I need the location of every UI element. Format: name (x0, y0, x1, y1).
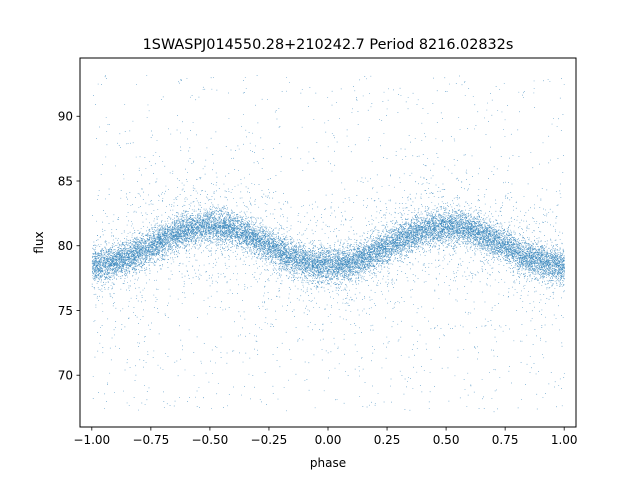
x-tick-label: −0.50 (192, 433, 229, 447)
y-tick-label: 70 (58, 369, 73, 383)
x-tick-label: 0.00 (315, 433, 342, 447)
y-tick-label: 80 (58, 239, 73, 253)
y-tick-label: 90 (58, 110, 73, 124)
y-axis-ticks: 70 75 80 85 90 (58, 110, 80, 383)
x-tick-label: −1.00 (73, 433, 110, 447)
x-tick-label: 0.25 (374, 433, 401, 447)
scatter-point-cloud (91, 75, 565, 413)
x-axis-title: phase (310, 456, 346, 470)
y-tick-label: 85 (58, 174, 73, 188)
x-axis-ticks: −1.00 −0.75 −0.50 −0.25 0.00 0.25 0.50 0.75 1.00 (73, 427, 578, 447)
scatter-points (91, 75, 565, 413)
x-tick-label: −0.25 (251, 433, 288, 447)
y-tick-label: 75 (58, 304, 73, 318)
chart-title: 1SWASPJ014550.28+210242.7 Period 8216.02… (143, 37, 514, 53)
y-axis-title: flux (32, 231, 46, 253)
x-tick-label: 1.00 (551, 433, 578, 447)
x-tick-label: −0.75 (132, 433, 169, 447)
x-tick-label: 0.75 (492, 433, 519, 447)
x-tick-label: 0.50 (433, 433, 460, 447)
